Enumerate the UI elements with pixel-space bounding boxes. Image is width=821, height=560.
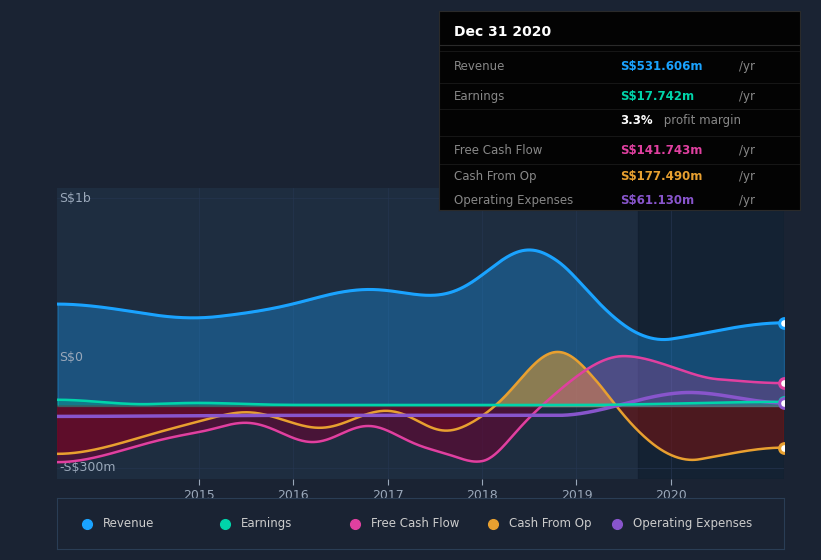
Text: Earnings: Earnings bbox=[454, 90, 505, 103]
Text: S$61.130m: S$61.130m bbox=[620, 194, 694, 207]
Text: Revenue: Revenue bbox=[454, 60, 505, 73]
Text: /yr: /yr bbox=[739, 194, 755, 207]
Text: Earnings: Earnings bbox=[241, 517, 292, 530]
Text: Free Cash Flow: Free Cash Flow bbox=[371, 517, 460, 530]
Text: S$1b: S$1b bbox=[59, 192, 90, 205]
Text: Revenue: Revenue bbox=[103, 517, 154, 530]
Text: /yr: /yr bbox=[739, 170, 755, 183]
Text: /yr: /yr bbox=[739, 60, 755, 73]
Text: S$141.743m: S$141.743m bbox=[620, 144, 702, 157]
Text: Operating Expenses: Operating Expenses bbox=[454, 194, 573, 207]
Text: Cash From Op: Cash From Op bbox=[509, 517, 592, 530]
Bar bbox=[638, 188, 784, 479]
Text: S$17.742m: S$17.742m bbox=[620, 90, 694, 103]
Text: S$177.490m: S$177.490m bbox=[620, 170, 702, 183]
Text: /yr: /yr bbox=[739, 144, 755, 157]
Text: S$531.606m: S$531.606m bbox=[620, 60, 702, 73]
Text: profit margin: profit margin bbox=[659, 114, 741, 127]
Text: Operating Expenses: Operating Expenses bbox=[633, 517, 752, 530]
Text: 3.3%: 3.3% bbox=[620, 114, 653, 127]
Text: Cash From Op: Cash From Op bbox=[454, 170, 536, 183]
Text: -S$300m: -S$300m bbox=[59, 461, 116, 474]
Text: Dec 31 2020: Dec 31 2020 bbox=[454, 25, 551, 39]
Text: Free Cash Flow: Free Cash Flow bbox=[454, 144, 542, 157]
Text: S$0: S$0 bbox=[59, 352, 83, 365]
Text: /yr: /yr bbox=[739, 90, 755, 103]
